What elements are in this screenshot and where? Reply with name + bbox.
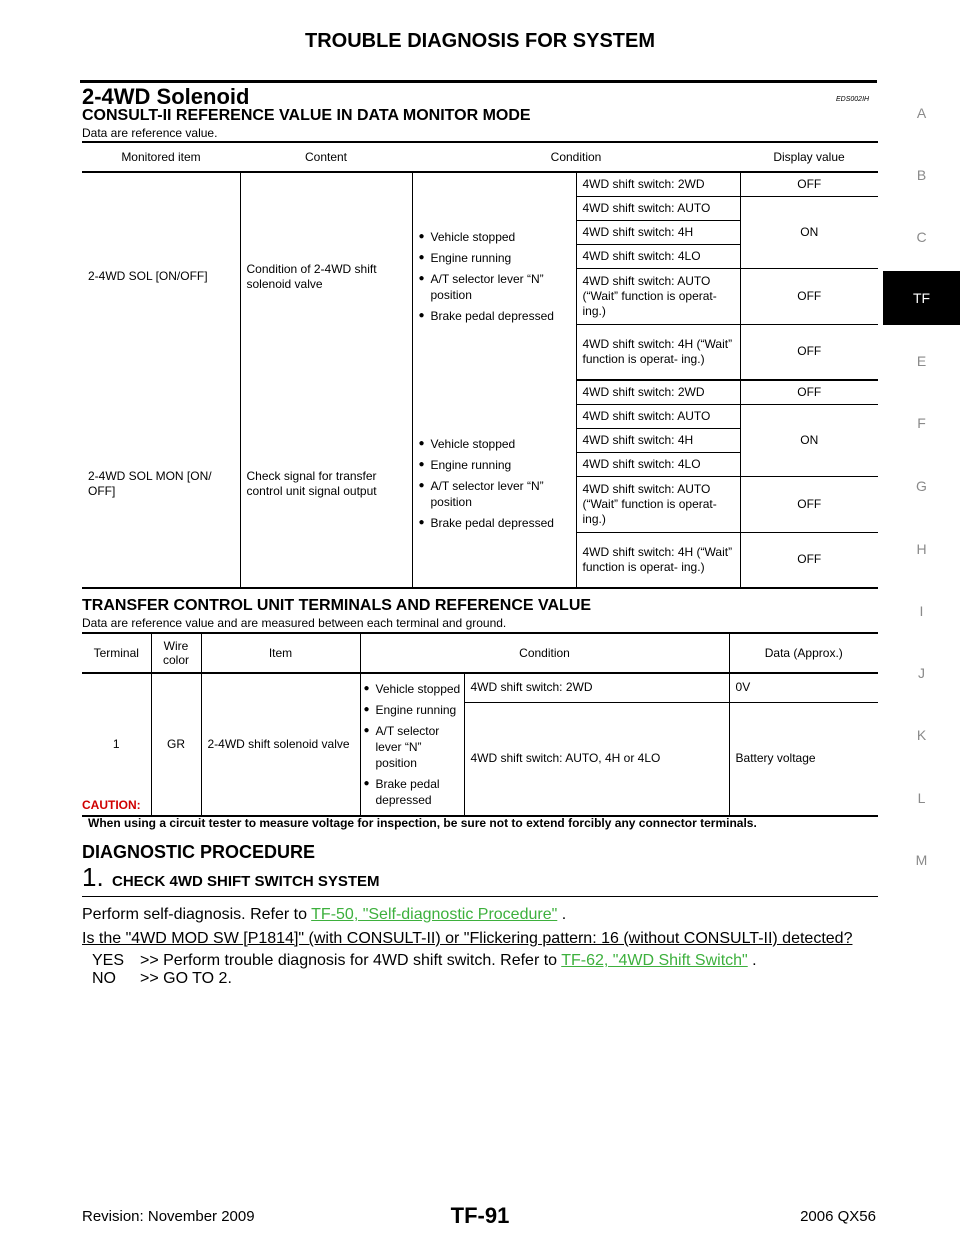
- col-monitored-item: Monitored item: [82, 142, 240, 173]
- section-tab-k[interactable]: K: [916, 727, 927, 743]
- display-value: OFF: [740, 268, 879, 325]
- procedure-heading: DIAGNOSTIC PROCEDURE: [82, 842, 316, 862]
- terminal-condition-list: Vehicle stopped Engine running A/T selec…: [360, 673, 465, 816]
- condition-list: Vehicle stopped Engine running A/T selec…: [412, 172, 577, 380]
- switch-condition: 4WD shift switch: 4H: [576, 220, 741, 245]
- col-display-value: Display value: [740, 142, 879, 173]
- page-header: TROUBLE DIAGNOSIS FOR SYSTEM: [304, 30, 656, 52]
- col-data: Data (Approx.): [729, 633, 879, 674]
- section-tab-h[interactable]: H: [916, 541, 927, 557]
- display-value: OFF: [740, 172, 879, 197]
- switch-condition: 4WD shift switch: 2WD: [576, 172, 741, 197]
- switch-condition: 4WD shift switch: 4H (“Wait” function is…: [576, 532, 741, 588]
- section-tab-e[interactable]: E: [916, 353, 927, 369]
- condition-item: A/T selector lever “N” position: [419, 271, 570, 303]
- section-code: EDS002IH: [836, 96, 870, 103]
- step-number: 1.: [82, 862, 104, 892]
- switch-condition: 4WD shift switch: AUTO, 4H or 4LO: [464, 702, 730, 816]
- caution-title: CAUTION:: [82, 798, 141, 812]
- condition-item: Engine running: [419, 457, 570, 473]
- footer-revision: Revision: November 2009: [82, 1208, 255, 1225]
- consult-note: Data are reference value.: [82, 126, 218, 140]
- instruction: Perform self-diagnosis. Refer to TF-50, …: [82, 906, 566, 924]
- switch-condition: 4WD shift switch: AUTO (“Wait” function …: [576, 268, 741, 325]
- condition-item: Vehicle stopped: [419, 229, 570, 245]
- section-tab-l[interactable]: L: [917, 790, 926, 806]
- switch-condition: 4WD shift switch: 4LO: [576, 452, 741, 477]
- condition-item: A/T selector lever “N” position: [419, 478, 570, 510]
- step-title: CHECK 4WD SHIFT SWITCH SYSTEM: [112, 873, 380, 890]
- display-value: OFF: [740, 324, 879, 381]
- section-tab-m[interactable]: M: [915, 852, 928, 868]
- terminal-item: 2-4WD shift solenoid valve: [201, 673, 361, 816]
- switch-condition: 4WD shift switch: 4LO: [576, 244, 741, 269]
- condition-item: Brake pedal depressed: [364, 776, 461, 808]
- section-tab-g[interactable]: G: [916, 478, 927, 494]
- col-condition: Condition: [412, 142, 741, 173]
- terminal-data: Battery voltage: [735, 751, 816, 766]
- no-action: >> GO TO 2.: [140, 970, 232, 987]
- switch-condition: 4WD shift switch: AUTO (“Wait” function …: [576, 476, 741, 533]
- condition-list: Vehicle stopped Engine running A/T selec…: [412, 380, 577, 588]
- switch-condition: 4WD shift switch: 4H: [576, 428, 741, 453]
- monitored-item: 2-4WD SOL MON [ON/ OFF]: [82, 380, 241, 588]
- terminal-data: 0V: [729, 673, 879, 703]
- consult-reference-table: Monitored item Content Condition Display…: [82, 141, 879, 589]
- section-tab-b[interactable]: B: [916, 167, 927, 183]
- 4wd-shift-switch-link[interactable]: TF-62, "4WD Shift Switch": [561, 952, 748, 969]
- display-value: ON: [740, 196, 879, 269]
- yes-label: YES: [92, 952, 125, 969]
- switch-condition: 4WD shift switch: 4H (“Wait” function is…: [576, 324, 741, 381]
- condition-item: Vehicle stopped: [364, 681, 461, 697]
- content: Condition of 2-4WD shift solenoid valve: [240, 172, 413, 380]
- terminal-number: 1: [82, 673, 152, 816]
- terminals-note: Data are reference value and are measure…: [82, 616, 507, 630]
- yes-text: >> Perform trouble diagnosis for 4WD shi…: [140, 952, 562, 969]
- yes-action: >> Perform trouble diagnosis for 4WD shi…: [140, 952, 757, 970]
- display-value: OFF: [740, 380, 879, 405]
- section-tab-c[interactable]: C: [916, 229, 927, 245]
- no-label: NO: [92, 970, 116, 987]
- terminals-heading: TRANSFER CONTROL UNIT TERMINALS AND REFE…: [82, 597, 592, 614]
- col-wire-color: Wire color: [151, 633, 202, 674]
- condition-item: Vehicle stopped: [419, 436, 570, 452]
- switch-condition: 4WD shift switch: AUTO: [576, 196, 741, 221]
- monitored-item: 2-4WD SOL [ON/OFF]: [82, 172, 241, 380]
- condition-item: Brake pedal depressed: [419, 515, 570, 531]
- content: Check signal for transfer control unit s…: [240, 380, 413, 588]
- col-condition: Condition: [360, 633, 730, 674]
- step-question: Is the "4WD MOD SW [P1814]" (with CONSUL…: [82, 930, 853, 947]
- display-value: OFF: [740, 476, 879, 533]
- col-item: Item: [201, 633, 361, 674]
- condition-item: Engine running: [419, 250, 570, 266]
- condition-item: A/T selector lever “N” position: [364, 723, 461, 771]
- yes-suffix: .: [747, 952, 757, 969]
- display-value: OFF: [797, 552, 822, 567]
- switch-condition: 4WD shift switch: 2WD: [576, 380, 741, 405]
- col-terminal: Terminal: [82, 633, 152, 674]
- display-value: ON: [740, 404, 879, 477]
- instruction-text: Perform self-diagnosis. Refer to: [82, 906, 312, 923]
- footer-model: 2006 QX56: [800, 1208, 876, 1225]
- consult-heading: CONSULT-II REFERENCE VALUE IN DATA MONIT…: [82, 107, 531, 124]
- section-tab-a[interactable]: A: [916, 105, 927, 121]
- terminals-table: Terminal Wire color Item Condition Data …: [82, 632, 879, 817]
- instruction-suffix: .: [557, 906, 567, 923]
- section-tab-tf[interactable]: TF: [883, 271, 960, 325]
- section-tab-i[interactable]: I: [919, 603, 924, 619]
- section-tab-j[interactable]: J: [918, 665, 925, 681]
- caution-text: When using a circuit tester to measure v…: [88, 816, 757, 830]
- col-content: Content: [240, 142, 412, 173]
- switch-condition: 4WD shift switch: 2WD: [464, 673, 730, 703]
- section-tab-f[interactable]: F: [917, 415, 926, 431]
- condition-item: Engine running: [364, 702, 461, 718]
- step-header: 1. CHECK 4WD SHIFT SWITCH SYSTEM: [82, 862, 878, 897]
- header-rule: [80, 80, 877, 83]
- page-number: TF-91: [450, 1203, 510, 1228]
- wire-color: GR: [151, 673, 202, 816]
- switch-condition: 4WD shift switch: AUTO: [576, 404, 741, 429]
- self-diagnostic-procedure-link[interactable]: TF-50, "Self-diagnostic Procedure": [311, 906, 558, 923]
- condition-item: Brake pedal depressed: [419, 308, 570, 324]
- section-title: 2-4WD Solenoid: [82, 84, 250, 109]
